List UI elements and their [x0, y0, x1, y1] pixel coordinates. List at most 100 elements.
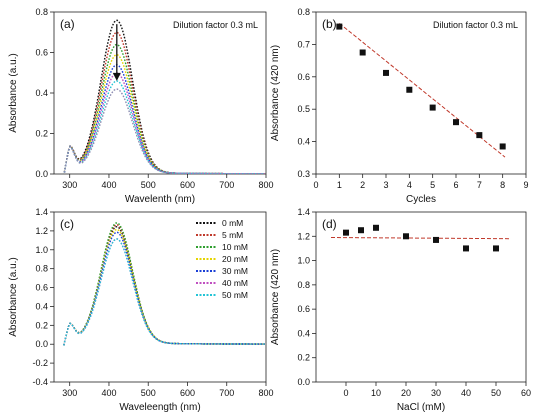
x-tick-label: 9	[523, 180, 528, 190]
y-tick-label: 0.6	[35, 48, 48, 58]
x-tick-label: 300	[62, 180, 77, 190]
x-tick-label: 700	[219, 388, 234, 398]
x-tick-label: 0	[343, 388, 348, 398]
data-point	[493, 245, 499, 252]
data-point	[336, 23, 343, 30]
y-tick-label: -0.2	[32, 358, 48, 368]
data-point	[359, 49, 366, 56]
plot-area	[63, 222, 265, 346]
y-tick-label: 0.0	[297, 377, 310, 387]
x-tick-label: 3	[383, 180, 388, 190]
y-tick-label: 0.4	[297, 137, 310, 147]
y-tick-label: 0.0	[35, 169, 48, 179]
legend-label: 5 mM	[222, 230, 243, 240]
legend-label: 20 mM	[222, 254, 248, 264]
trend-arrow-head	[112, 72, 121, 81]
panel-b: 0 1 2 3 4 5 6 7 8 9 0.3 0.4 0.5 0.6 0.7 0.8 Cycles Absorb…	[270, 7, 529, 205]
legend-label: 0 mM	[222, 218, 243, 228]
spectrum-line	[63, 231, 265, 346]
spectrum-line	[63, 43, 265, 174]
x-tick-label: 30	[431, 388, 441, 398]
fit-line	[330, 237, 512, 240]
spectrum-line	[63, 222, 265, 346]
y-tick-label: 0.4	[297, 328, 310, 338]
x-tick-label: 10	[371, 388, 381, 398]
x-tick-label: 400	[101, 180, 116, 190]
plot-area	[63, 19, 265, 174]
x-axis-label: Waveleength (nm)	[119, 402, 200, 412]
spectrum-line	[63, 72, 265, 174]
y-tick-label: 0.6	[297, 72, 310, 82]
x-axis-label: Cycles	[406, 194, 436, 205]
data-point	[358, 227, 364, 234]
x-tick-label: 6	[453, 180, 458, 190]
y-tick-label: 0.5	[297, 104, 310, 114]
y-tick-label: 1.0	[35, 245, 48, 255]
y-tick-label: 0.2	[35, 129, 48, 139]
panel-label: (a)	[60, 17, 75, 31]
x-tick-label: 0	[313, 180, 318, 190]
x-tick-label: 2	[360, 180, 365, 190]
x-tick-label: 20	[401, 388, 411, 398]
data-point	[403, 233, 409, 240]
x-tick-label: 600	[180, 388, 195, 398]
spectrum-line	[63, 80, 265, 174]
x-tick-label: 40	[461, 388, 471, 398]
y-tick-label: 0.8	[297, 280, 310, 290]
y-tick-label: 1.4	[297, 207, 310, 217]
data-point	[499, 143, 506, 150]
y-axis-label: Absorbance (a.u.)	[8, 53, 19, 133]
annotation: Dilution factor 0.3 mL	[433, 20, 518, 30]
plot-area	[336, 22, 506, 158]
data-point	[453, 119, 459, 126]
panel-a: 300 400 500 600 700 800 0.0 0.2 0.4 0.6 0.8 Wavelen…	[8, 7, 274, 205]
y-axis-label: Absorbance (420 nm)	[270, 45, 281, 141]
y-axis-label: Absorbance (420 nm)	[270, 249, 281, 345]
x-tick-label: 500	[141, 180, 156, 190]
legend-label: 50 mM	[222, 290, 248, 300]
panel-label: (d)	[322, 217, 337, 231]
legend-label: 40 mM	[222, 278, 248, 288]
y-tick-label: 0.0	[35, 339, 48, 349]
y-tick-label: 0.3	[297, 169, 310, 179]
plot-frame	[315, 11, 527, 175]
y-tick-label: 0.4	[35, 301, 48, 311]
x-tick-label: 800	[258, 180, 273, 190]
spectrum-line	[63, 19, 265, 174]
y-tick-label: 0.2	[35, 320, 48, 330]
data-point	[406, 86, 413, 93]
data-point	[463, 245, 469, 252]
spectrum-line	[63, 88, 265, 174]
x-tick-label: 500	[141, 388, 156, 398]
data-point	[476, 132, 483, 139]
panel-label: (c)	[60, 217, 74, 231]
spectrum-line	[63, 53, 265, 174]
panel-c: 300 400 500 600 700 800 -0.4 -0.2 0.0 0.2 0.4 0.6 0.…	[8, 207, 274, 412]
x-tick-label: 4	[407, 180, 412, 190]
x-tick-label: 50	[491, 388, 501, 398]
plot-area	[330, 224, 512, 252]
legend-label: 30 mM	[222, 266, 248, 276]
y-tick-label: 0.6	[35, 283, 48, 293]
panel-label: (b)	[322, 17, 337, 31]
legend-label: 10 mM	[222, 242, 248, 252]
annotation: Dilution factor 0.3 mL	[173, 20, 258, 30]
data-point	[383, 69, 389, 76]
data-point	[373, 224, 379, 231]
y-tick-label: 0.8	[297, 7, 310, 17]
x-tick-label: 5	[430, 180, 435, 190]
x-axis-label: Wavelenth (nm)	[125, 194, 195, 205]
spectrum-line	[63, 31, 265, 174]
y-tick-label: 1.4	[35, 207, 48, 217]
y-tick-label: 0.7	[297, 39, 310, 49]
data-point	[429, 104, 436, 111]
y-tick-label: 0.8	[35, 264, 48, 274]
x-tick-label: 1	[337, 180, 342, 190]
x-tick-label: 800	[258, 388, 273, 398]
data-point	[433, 236, 439, 243]
y-tick-label: 1.0	[297, 256, 310, 266]
y-tick-label: 1.2	[297, 231, 310, 241]
x-tick-label: 60	[521, 388, 531, 398]
x-axis-label: NaCl (mM)	[397, 402, 445, 412]
x-tick-label: 400	[101, 388, 116, 398]
